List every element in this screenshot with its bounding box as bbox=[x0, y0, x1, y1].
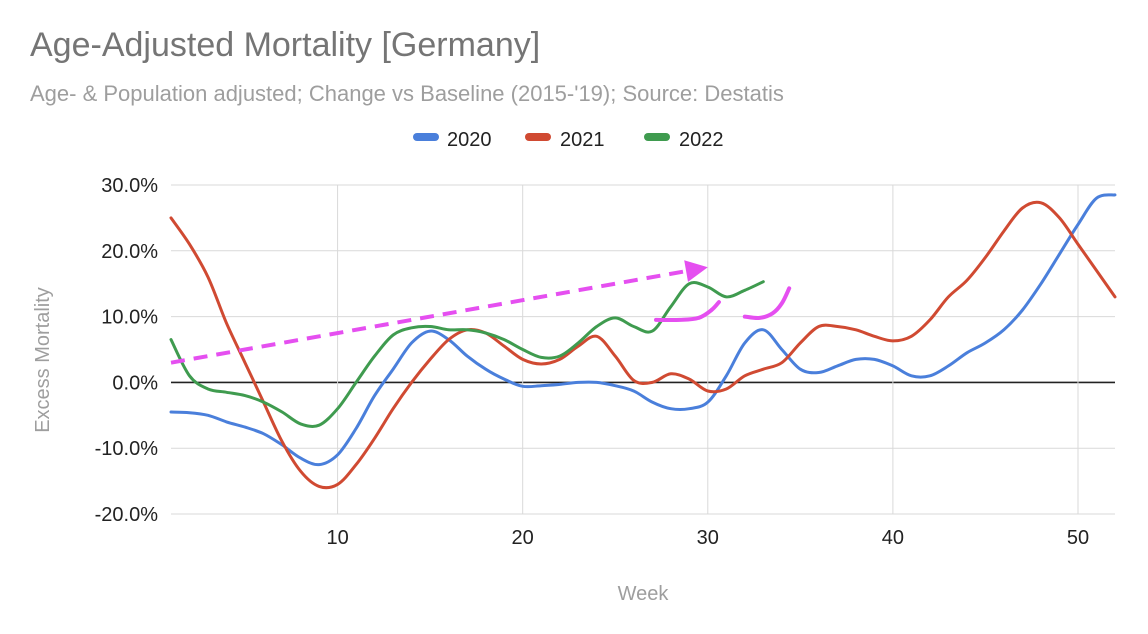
y-tick-label: -20.0% bbox=[95, 504, 159, 526]
x-tick-label: 40 bbox=[882, 527, 904, 549]
annotation-stroke bbox=[654, 300, 721, 323]
series-line-2021 bbox=[169, 200, 1117, 490]
gridlines bbox=[171, 184, 1115, 515]
chart-title: Age-Adjusted Mortality [Germany] bbox=[30, 26, 540, 64]
y-tick-label: 30.0% bbox=[101, 175, 158, 197]
trend-arrow-shaft bbox=[170, 269, 687, 365]
legend-label-2022: 2022 bbox=[679, 129, 724, 151]
x-tick-label: 10 bbox=[326, 527, 348, 549]
legend-swatch-2021 bbox=[525, 133, 551, 141]
legend-label-2021: 2021 bbox=[560, 129, 605, 151]
legend-label-2020: 2020 bbox=[447, 129, 492, 151]
series-lines bbox=[169, 193, 1117, 490]
series-line-2022 bbox=[169, 280, 765, 428]
annotations bbox=[170, 260, 792, 365]
trend-arrow-head bbox=[684, 260, 708, 282]
y-axis-label: Excess Mortality bbox=[32, 287, 54, 433]
legend-swatch-2022 bbox=[644, 133, 670, 141]
y-tick-label: -10.0% bbox=[95, 438, 159, 460]
y-tick-label: 10.0% bbox=[101, 307, 158, 329]
series-line-2020 bbox=[169, 193, 1117, 467]
x-axis-label: Week bbox=[618, 583, 670, 605]
x-axis-ticks: 10 20 30 40 50 bbox=[326, 527, 1089, 549]
y-tick-label: 0.0% bbox=[112, 372, 158, 394]
x-tick-label: 30 bbox=[697, 527, 719, 549]
annotation-stroke bbox=[742, 286, 792, 321]
x-tick-label: 20 bbox=[512, 527, 534, 549]
legend-swatch-2020 bbox=[413, 133, 439, 141]
legend: 2020 2021 2022 bbox=[413, 129, 724, 151]
chart-subtitle: Age- & Population adjusted; Change vs Ba… bbox=[30, 81, 784, 106]
y-axis-ticks: 30.0% 20.0% 10.0% 0.0% -10.0% -20.0% bbox=[95, 175, 159, 526]
x-tick-label: 50 bbox=[1067, 527, 1089, 549]
y-tick-label: 20.0% bbox=[101, 241, 158, 263]
